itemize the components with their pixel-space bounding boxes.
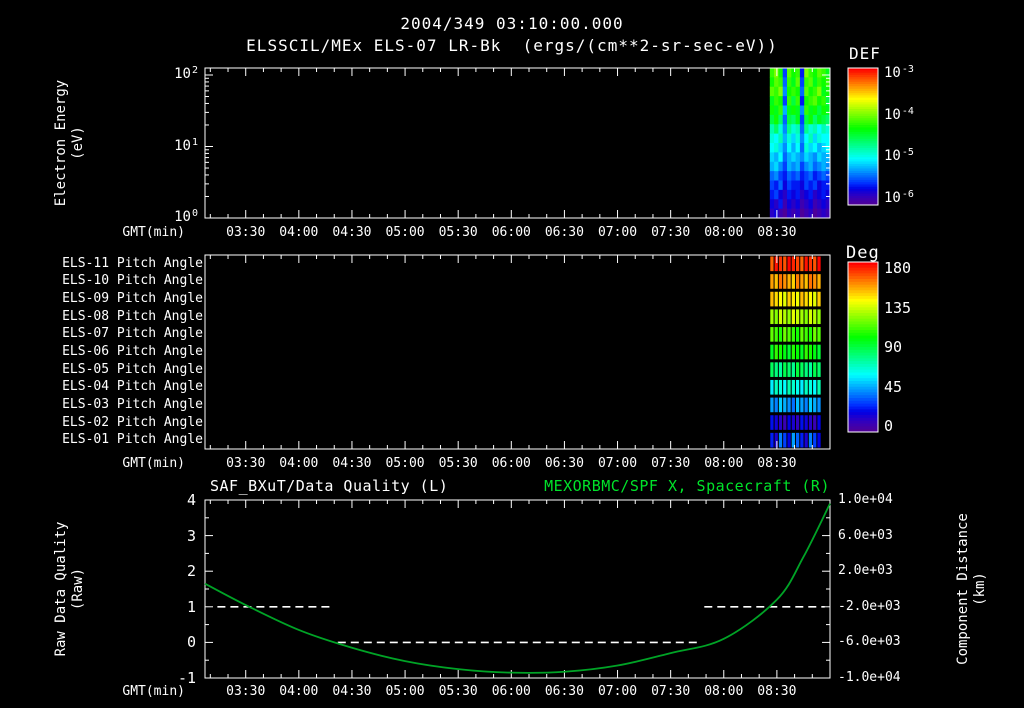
deg-colorbar-tick-label: 45 <box>884 377 903 396</box>
deg-colorbar-tick-label: 135 <box>884 298 912 317</box>
x-tick-label: 06:00 <box>491 456 531 471</box>
distance-tick-label: 1.0e+04 <box>838 492 893 507</box>
page-title: 2004/349 03:10:00.000 <box>400 14 624 33</box>
x-tick-label: 05:30 <box>438 456 478 471</box>
distance-tick-label: 2.0e+03 <box>838 563 893 579</box>
x-tick-label: 08:30 <box>757 684 797 699</box>
deg-colorbar-title: Deg <box>846 243 880 263</box>
pitch-row-label: ELS-08 Pitch Angle <box>62 308 203 324</box>
x-tick-label: 08:00 <box>704 225 744 240</box>
x-tick-label: 07:30 <box>651 684 691 699</box>
pitch-row-label: ELS-04 Pitch Angle <box>62 379 203 395</box>
quality-tick-label: 0 <box>186 633 196 652</box>
panel1-y-axis-label-line2: (eV) <box>70 126 86 160</box>
x-tick-label: 07:00 <box>597 225 638 240</box>
x-tick-label: 04:30 <box>332 684 372 699</box>
def-colorbar-tick-label: 10-6 <box>884 189 914 207</box>
panel3-right-title: MEXORBMC/SPF X, Spacecraft (R) <box>544 477 830 495</box>
distance-tick-label: 6.0e+03 <box>838 527 893 543</box>
pitch-row-label: ELS-11 Pitch Angle <box>62 255 203 271</box>
x-tick-label: 04:00 <box>279 456 319 471</box>
x-tick-label: 04:30 <box>332 225 372 240</box>
x-tick-label: 05:30 <box>438 225 478 240</box>
gmt-axis-label: GMT(min) <box>122 684 185 699</box>
x-tick-label: 05:00 <box>385 456 425 471</box>
x-tick-label: 03:30 <box>226 225 266 240</box>
gmt-axis-label: GMT(min) <box>122 225 185 240</box>
x-tick-label: 06:30 <box>544 225 584 240</box>
panel3-right-axis-label: Component Distance (km) <box>955 513 989 665</box>
x-tick-label: 08:30 <box>757 225 797 240</box>
panel1-y-axis-label: Electron Energy (eV) <box>53 80 87 206</box>
pitch-row-label: ELS-03 Pitch Angle <box>62 396 203 412</box>
x-tick-label: 07:30 <box>651 225 691 240</box>
energy-tick-label: 102 <box>174 65 198 82</box>
x-tick-label: 08:30 <box>757 456 797 471</box>
x-tick-label: 06:00 <box>491 684 531 699</box>
x-tick-label: 07:30 <box>651 456 691 471</box>
quality-tick-label: 4 <box>186 491 196 509</box>
x-tick-label: 03:30 <box>226 456 266 471</box>
x-tick-label: 04:00 <box>279 684 319 699</box>
distance-tick-label: -6.0e+03 <box>838 634 901 650</box>
pitch-row-label: ELS-09 Pitch Angle <box>62 291 203 307</box>
distance-tick-label: -2.0e+03 <box>838 598 901 614</box>
quality-tick-label: 3 <box>186 526 196 545</box>
x-tick-label: 05:00 <box>385 684 425 699</box>
x-tick-label: 08:00 <box>704 456 744 471</box>
pitch-row-label: ELS-07 Pitch Angle <box>62 326 203 342</box>
panel1-y-axis-label-line1: Electron Energy <box>53 79 69 207</box>
quality-tick-label: -1 <box>177 669 196 687</box>
def-colorbar-tick-label: 10-5 <box>884 147 914 165</box>
def-colorbar-tick-label: 10-4 <box>884 105 914 123</box>
gmt-axis-label: GMT(min) <box>122 456 185 471</box>
panel3-left-title: SAF_BXuT/Data Quality (L) <box>210 477 449 495</box>
quality-tick-label: 2 <box>186 562 196 581</box>
def-colorbar-title: DEF <box>849 44 881 63</box>
deg-colorbar-tick-label: 0 <box>884 417 894 435</box>
panel3-right-axis-label-line1: Component Distance <box>955 513 971 665</box>
plot-subtitle: ELSSCIL/MEx ELS-07 LR-Bk (ergs/(cm**2-sr… <box>246 36 778 55</box>
x-tick-label: 06:30 <box>544 456 584 471</box>
pitch-row-label: ELS-06 Pitch Angle <box>62 344 203 359</box>
deg-colorbar-tick-label: 90 <box>884 338 903 356</box>
x-tick-label: 06:00 <box>491 225 531 240</box>
x-tick-label: 06:30 <box>544 684 584 699</box>
x-tick-label: 05:00 <box>385 225 425 240</box>
x-tick-label: 03:30 <box>226 684 266 699</box>
pitch-row-label: ELS-01 Pitch Angle <box>62 432 203 448</box>
deg-colorbar-tick-label: 180 <box>884 259 912 277</box>
distance-tick-label: -1.0e+04 <box>838 670 901 685</box>
energy-tick-label: 100 <box>174 208 198 225</box>
x-tick-label: 04:30 <box>332 456 372 471</box>
panel3-y-axis-label-line1: Raw Data Quality <box>53 521 69 657</box>
def-colorbar-tick-label: 10-3 <box>884 64 914 81</box>
x-tick-label: 04:00 <box>279 225 319 240</box>
panel3-right-axis-label-line2: (km) <box>972 572 988 606</box>
x-tick-label: 07:00 <box>597 456 638 471</box>
pitch-row-label: ELS-02 Pitch Angle <box>62 414 203 430</box>
x-tick-label: 05:30 <box>438 684 478 699</box>
pitch-row-label: ELS-05 Pitch Angle <box>62 361 203 377</box>
panel3-y-axis-label-line2: (Raw) <box>70 567 86 611</box>
x-tick-label: 08:00 <box>704 684 744 699</box>
pitch-row-label: ELS-10 Pitch Angle <box>62 273 203 289</box>
x-tick-label: 07:00 <box>597 684 638 699</box>
energy-tick-label: 101 <box>174 136 198 154</box>
quality-tick-label: 1 <box>186 597 196 616</box>
panel3-y-axis-label: Raw Data Quality (Raw) <box>53 522 87 657</box>
